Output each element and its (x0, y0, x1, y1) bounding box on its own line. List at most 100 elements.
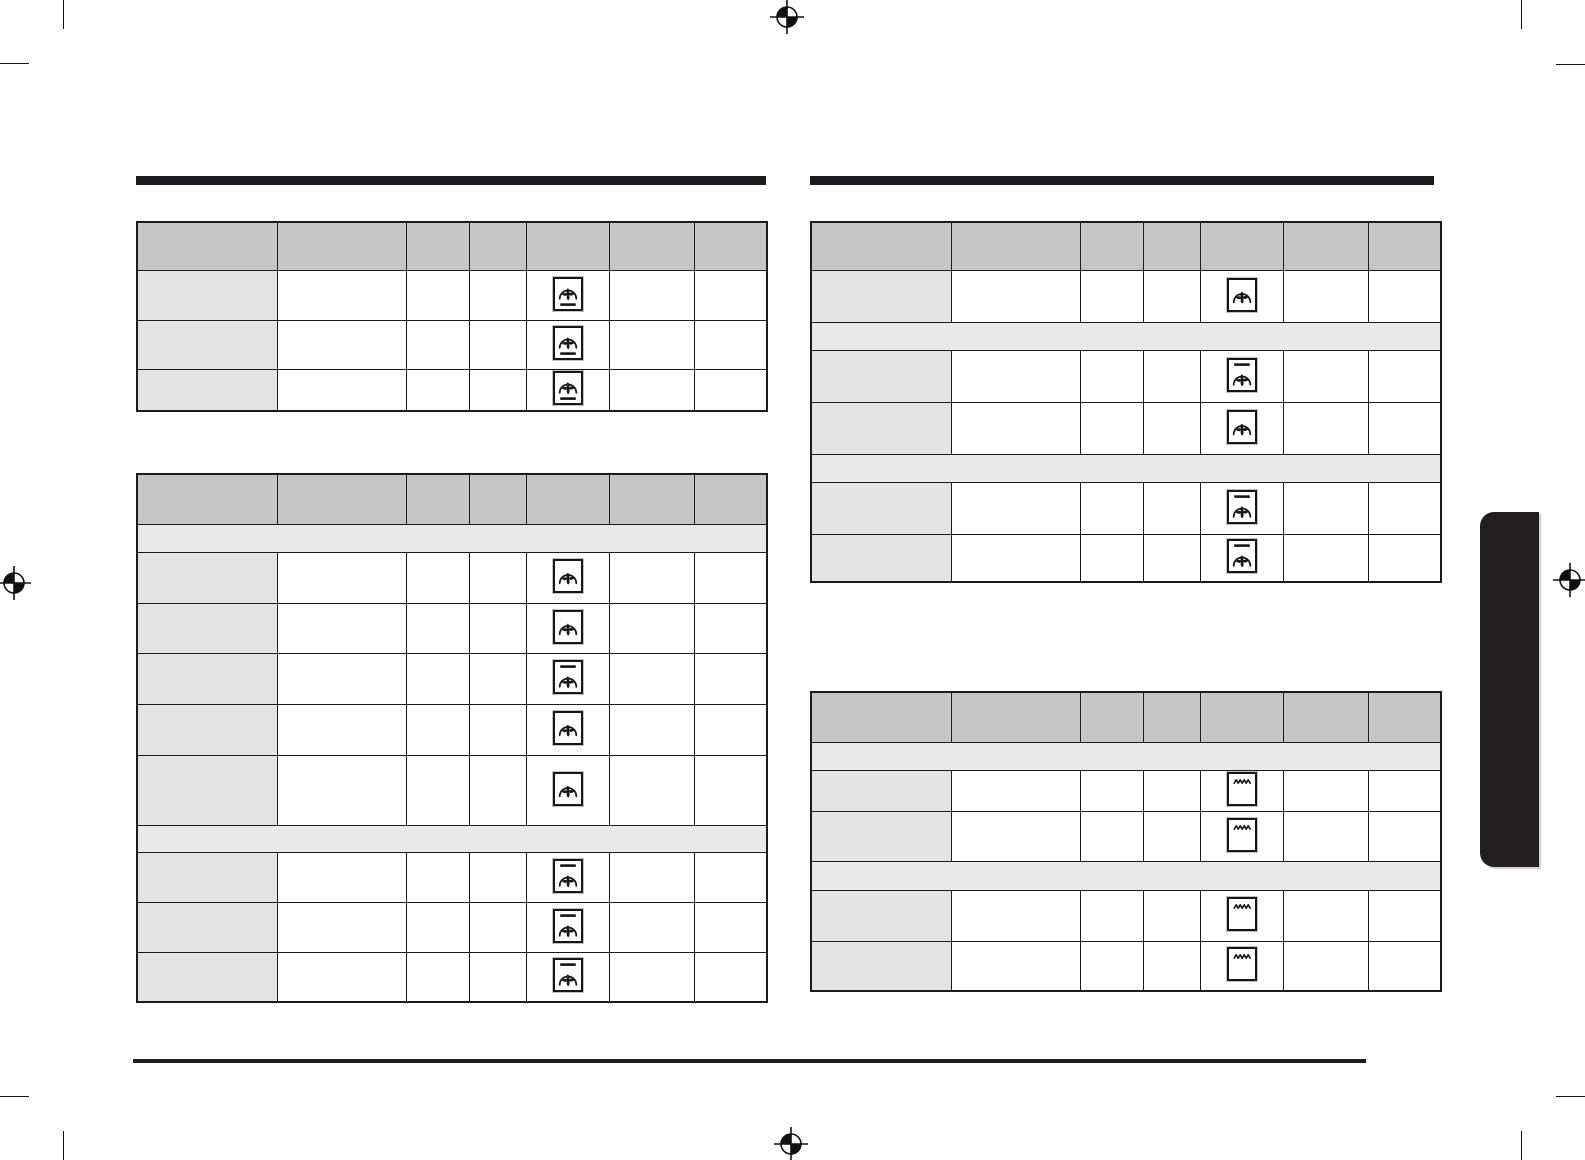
mode-cell (525, 851, 610, 903)
right-table-1 (810, 221, 1442, 583)
crop-mark (0, 63, 29, 64)
data-cell (1142, 940, 1201, 992)
registration-mark-icon (770, 0, 804, 34)
data-cell (468, 851, 527, 903)
header-cell (276, 473, 407, 525)
section-band-cell (810, 321, 1442, 351)
row-label-cell (810, 769, 952, 812)
data-cell (693, 368, 768, 412)
row-label-cell (136, 269, 278, 321)
data-cell (1079, 533, 1144, 583)
section-band-cell (810, 741, 1442, 771)
table-data-row (810, 940, 1442, 992)
data-cell (1079, 889, 1144, 942)
data-cell (276, 319, 407, 370)
data-cell (950, 401, 1081, 455)
table-section-row (810, 860, 1442, 891)
data-cell (1079, 940, 1144, 992)
table-data-row (810, 533, 1442, 583)
top-heat-convection-icon (551, 659, 584, 695)
data-cell (276, 269, 407, 321)
data-cell (1142, 889, 1201, 942)
table-section-row (810, 453, 1442, 483)
row-label-cell (136, 901, 278, 953)
header-cell (1199, 221, 1284, 271)
side-index-tab (1480, 512, 1539, 867)
data-cell (608, 901, 695, 953)
table-section-row (136, 523, 768, 553)
row-label-cell (136, 551, 278, 604)
data-cell (468, 754, 527, 826)
table-section-row (136, 824, 768, 853)
header-cell (810, 691, 952, 743)
table-section-row (810, 741, 1442, 771)
top-heat-convection-icon (1225, 538, 1258, 575)
data-cell (608, 754, 695, 826)
data-cell (608, 851, 695, 903)
table-data-row (810, 810, 1442, 862)
row-label-cell (810, 269, 952, 323)
table-data-row (136, 551, 768, 604)
data-cell (1282, 533, 1369, 583)
header-cell (1282, 221, 1369, 271)
data-cell (950, 481, 1081, 535)
mode-cell (525, 319, 610, 370)
data-cell (950, 269, 1081, 323)
left-table-2 (136, 473, 768, 1003)
convection-bottom-heat-icon (551, 370, 584, 407)
mode-cell (1199, 349, 1284, 403)
data-cell (276, 602, 407, 654)
data-cell (405, 703, 470, 756)
data-cell (276, 951, 407, 1003)
data-cell (1282, 889, 1369, 942)
crop-mark (0, 1096, 29, 1097)
header-cell (1079, 691, 1144, 743)
mode-cell (525, 703, 610, 756)
data-cell (468, 602, 527, 654)
crop-mark (1556, 1096, 1585, 1097)
data-cell (1367, 533, 1442, 583)
mode-cell (525, 602, 610, 654)
header-cell (1282, 691, 1369, 743)
header-cell (1367, 221, 1442, 271)
data-cell (1142, 810, 1201, 862)
table-section-row (810, 321, 1442, 351)
data-cell (405, 754, 470, 826)
top-heat-convection-icon (1225, 356, 1258, 393)
data-cell (468, 652, 527, 705)
section-title-bar (136, 176, 766, 185)
data-cell (405, 851, 470, 903)
data-cell (1282, 940, 1369, 992)
header-cell (608, 221, 695, 271)
data-cell (405, 652, 470, 705)
table-data-row (810, 269, 1442, 323)
table-data-row (810, 769, 1442, 812)
data-cell (950, 769, 1081, 812)
data-cell (1282, 481, 1369, 535)
data-cell (608, 652, 695, 705)
mode-cell (1199, 810, 1284, 862)
data-cell (1079, 769, 1144, 812)
convection-icon (1225, 408, 1258, 445)
table-data-row (810, 481, 1442, 535)
top-heat-convection-icon (551, 857, 584, 894)
mode-cell (1199, 769, 1284, 812)
data-cell (950, 940, 1081, 992)
row-label-cell (136, 703, 278, 756)
data-cell (1282, 769, 1369, 812)
mode-cell (525, 754, 610, 826)
data-cell (1282, 401, 1369, 455)
data-cell (276, 652, 407, 705)
data-cell (1079, 810, 1144, 862)
data-cell (468, 951, 527, 1003)
data-cell (1282, 349, 1369, 403)
row-label-cell (136, 368, 278, 412)
right-table-2 (810, 691, 1442, 992)
table-header-row (136, 473, 768, 525)
data-cell (693, 851, 768, 903)
top-heat-convection-icon (1225, 488, 1258, 525)
section-band-cell (810, 860, 1442, 891)
data-cell (608, 319, 695, 370)
left-table-1 (136, 221, 768, 412)
